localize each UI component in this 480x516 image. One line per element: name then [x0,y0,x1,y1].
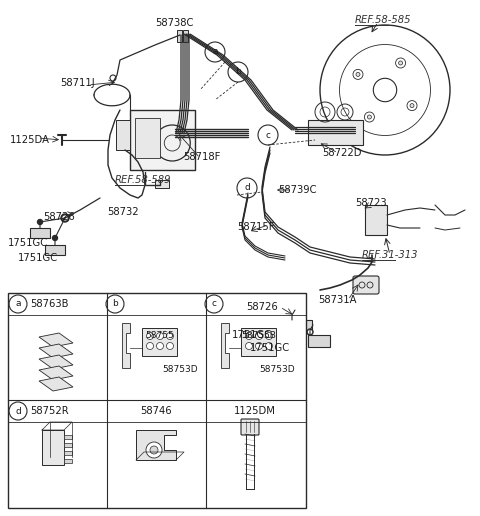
Circle shape [289,315,295,321]
Circle shape [265,332,273,340]
Circle shape [265,343,273,349]
Text: 58763B: 58763B [30,299,69,309]
Polygon shape [39,344,73,358]
Text: 58753D: 58753D [162,365,198,374]
Circle shape [255,332,263,340]
Text: c: c [265,131,271,139]
Text: 58746: 58746 [140,406,172,416]
Circle shape [61,214,69,222]
Circle shape [309,331,312,333]
Bar [365,205,387,235]
Bar [64,435,72,439]
FancyBboxPatch shape [241,419,259,435]
Text: b: b [235,68,241,76]
Polygon shape [39,377,73,391]
Text: d: d [244,184,250,192]
Bar [155,180,169,188]
Polygon shape [136,430,176,460]
Text: REF.58-585: REF.58-585 [355,15,411,25]
Polygon shape [39,366,73,380]
Circle shape [307,329,313,335]
Circle shape [156,332,164,340]
Circle shape [245,332,252,340]
Circle shape [146,343,154,349]
Text: 58755: 58755 [145,331,174,340]
Circle shape [255,343,263,349]
Circle shape [167,332,173,340]
Text: 58731A: 58731A [318,295,357,305]
Circle shape [290,316,293,319]
Bar [290,320,312,332]
Polygon shape [39,333,73,347]
Bar [241,328,276,356]
Text: 1751GC: 1751GC [250,343,290,353]
Bar [64,443,72,447]
Circle shape [146,442,162,458]
Text: 58755B: 58755B [241,331,276,340]
Text: 58726: 58726 [246,302,278,312]
Bar [64,459,72,463]
Text: 58726: 58726 [43,212,75,222]
Bar [64,451,72,455]
Bar [183,30,188,42]
Text: b: b [112,299,118,309]
Bar [308,335,330,347]
Text: 58739C: 58739C [278,185,316,195]
Text: 58715F: 58715F [237,222,275,232]
Text: 1751GC: 1751GC [8,238,48,248]
Circle shape [52,235,58,240]
Text: 58738C: 58738C [155,18,193,28]
Text: 58753D: 58753D [259,365,295,374]
Bar [42,430,64,465]
Circle shape [410,104,414,108]
Polygon shape [221,323,229,368]
Circle shape [146,332,154,340]
Polygon shape [39,355,73,369]
Text: REF.31-313: REF.31-313 [362,250,419,260]
Circle shape [167,343,173,349]
Text: REF.58-589: REF.58-589 [115,175,171,185]
Text: 1125DM: 1125DM [234,406,276,416]
Text: 58711J: 58711J [60,78,95,88]
Text: a: a [212,47,218,56]
Text: 1751GC: 1751GC [18,253,58,263]
Text: 58718F: 58718F [183,152,220,162]
Text: c: c [212,299,216,309]
Text: 58723: 58723 [355,198,386,208]
Text: d: d [15,407,21,415]
Circle shape [37,219,43,224]
Bar [142,328,177,356]
Circle shape [356,72,360,76]
Circle shape [245,343,252,349]
Bar [8,293,306,508]
Bar [45,245,65,255]
Text: 1751GC: 1751GC [232,330,272,340]
Bar [30,228,50,238]
Text: a: a [15,299,21,309]
FancyBboxPatch shape [353,276,379,294]
Polygon shape [122,323,130,368]
Text: 1125DA: 1125DA [10,135,50,145]
Bar [177,30,182,42]
Bar [135,118,160,158]
Circle shape [156,343,164,349]
Bar [130,110,195,170]
Text: 58722D: 58722D [322,148,361,158]
Circle shape [63,216,67,220]
Text: 58752R: 58752R [30,406,69,416]
Bar [116,120,130,150]
Circle shape [367,115,372,119]
Circle shape [150,446,158,454]
Text: 58732: 58732 [107,207,139,217]
Circle shape [398,61,403,65]
Bar [308,120,363,145]
